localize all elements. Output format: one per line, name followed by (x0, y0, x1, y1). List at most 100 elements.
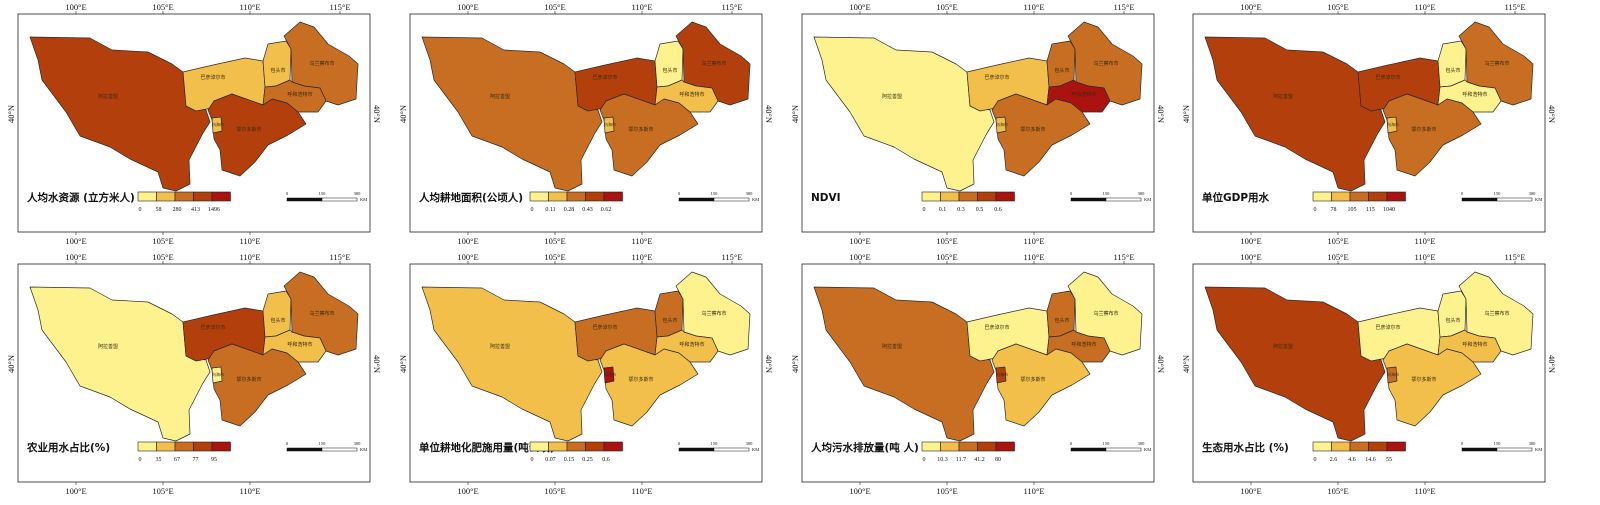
scale-bar-black (678, 197, 715, 202)
region-label-ordos: 鄂尔多斯市 (1411, 376, 1436, 383)
scale-bar-tick: 150 (1494, 191, 1502, 196)
region-label-hohhot: 呼和浩特市 (1462, 341, 1487, 348)
legend-swatch (977, 191, 997, 202)
longitude-label-top: 100°E (1240, 252, 1261, 262)
region-label-alashan: 阿拉善盟 (1273, 93, 1293, 100)
region-label-wulanchabu: 乌兰察布市 (1484, 60, 1509, 67)
legend-break-label: 0.11 (545, 207, 555, 213)
scale-bar-tick: 0 (286, 441, 289, 446)
legend-swatch (548, 441, 568, 452)
scale-bar-tick: 150 (319, 441, 327, 446)
scale-bar-tick: 0 (286, 191, 289, 196)
legend-swatch (548, 191, 568, 202)
longitude-label-top: 115°E (1504, 252, 1525, 262)
region-label-baotou: 包头市 (1445, 67, 1460, 74)
region-baotou (1437, 290, 1467, 338)
region-label-wuhai: 乌海市 (604, 371, 616, 377)
legend-break-label: 41.2 (974, 457, 985, 463)
legend-break-label: 0.1 (939, 207, 947, 213)
longitude-label-top: 105°E (1327, 252, 1348, 262)
region-label-wuhai: 乌海市 (212, 371, 224, 377)
region-label-baotou: 包头市 (270, 317, 285, 324)
legend-break-label: 0.43 (582, 207, 593, 213)
longitude-label-top: 100°E (457, 252, 478, 262)
longitude-label-top: 110°E (1023, 252, 1044, 262)
legend-swatch (137, 441, 157, 452)
longitude-label-bottom: 105°E (544, 486, 565, 496)
legend-swatch (1386, 191, 1406, 202)
map-svg: 100°E 105°E 110°E 115°E 100°E 105°E 110°E 40°N 4… (6, 2, 382, 246)
scale-bar-black (1070, 447, 1107, 452)
legend-swatch (193, 191, 213, 202)
region-label-hohhot: 呼和浩特市 (287, 341, 312, 348)
legend-break-label: 0 (1314, 457, 1317, 463)
longitude-label-top: 105°E (152, 252, 173, 262)
legend-swatch (921, 441, 941, 452)
longitude-label-top: 110°E (631, 252, 652, 262)
legend-swatch (995, 441, 1015, 452)
longitude-label-top: 110°E (631, 2, 652, 12)
legend-break-label: 0.6 (994, 207, 1002, 213)
legend-swatch (995, 191, 1015, 202)
longitude-label-bottom: 110°E (1023, 486, 1044, 496)
longitude-label-top: 110°E (1414, 2, 1435, 12)
legend-swatch (1349, 441, 1369, 452)
legend-swatch (156, 191, 176, 202)
map-panel-5: 100°E 105°E 110°E 115°E 100°E 105°E 110°E 40°N 4… (0, 250, 390, 505)
region-label-ordos: 鄂尔多斯市 (1411, 126, 1436, 133)
scale-bar-unit: KM (1144, 197, 1151, 202)
longitude-label-top: 110°E (239, 252, 260, 262)
legend-swatch (1331, 441, 1351, 452)
legend-swatch (174, 441, 194, 452)
legend-swatch (603, 191, 623, 202)
legend-break-label: 77 (193, 457, 199, 463)
longitude-label-bottom: 105°E (936, 486, 957, 496)
latitude-label-left: 40°N (398, 105, 408, 123)
longitude-label-top: 110°E (239, 2, 260, 12)
longitude-label-bottom: 110°E (1414, 236, 1435, 246)
region-label-wuhai: 乌海市 (996, 371, 1008, 377)
scale-bar-unit: KM (1535, 197, 1542, 202)
region-label-wulanchabu: 乌兰察布市 (701, 60, 726, 67)
region-label-hohhot: 呼和浩特市 (287, 91, 312, 98)
region-label-wulanchabu: 乌兰察布市 (1093, 310, 1118, 317)
region-label-wulanchabu: 乌兰察布市 (309, 60, 334, 67)
region-alashan (421, 36, 603, 192)
region-label-alashan: 阿拉善盟 (882, 343, 902, 350)
legend-break-label: 0.25 (582, 457, 593, 463)
legend-swatch (585, 191, 605, 202)
scale-bar-black (286, 197, 323, 202)
scale-bar-tick: 0 (678, 441, 681, 446)
map-title: 人均污水排放量(吨 人) (811, 441, 919, 454)
latitude-label-right: 40°N (1547, 105, 1557, 123)
latitude-label-left: 40°N (790, 105, 800, 123)
map-svg: 100°E 105°E 110°E 115°E 100°E 105°E 110°E 40°N 4… (1181, 2, 1557, 246)
map-panel-6: 100°E 105°E 110°E 115°E 100°E 105°E 110°E 40°N 4… (392, 250, 782, 505)
legend-break-label: 0 (139, 457, 142, 463)
legend-swatch (921, 191, 941, 202)
region-baotou (262, 40, 292, 88)
legend-break-label: 0.5 (976, 207, 984, 213)
legend-swatch (1349, 191, 1369, 202)
legend-break-label: 10.3 (937, 457, 948, 463)
legend-swatch (940, 441, 960, 452)
longitude-label-bottom: 100°E (457, 486, 478, 496)
legend-break-label: 0.28 (564, 207, 575, 213)
region-wuhai (1386, 116, 1398, 134)
region-label-ordos: 鄂尔多斯市 (1020, 126, 1045, 133)
legend-break-label: 0 (923, 457, 926, 463)
longitude-label-bottom: 100°E (849, 236, 870, 246)
scale-bar-tick: 150 (711, 191, 719, 196)
longitude-label-top: 105°E (936, 252, 957, 262)
scale-bar-black (1461, 447, 1498, 452)
region-label-ordos: 鄂尔多斯市 (628, 376, 653, 383)
region-label-hohhot: 呼和浩特市 (1071, 341, 1096, 348)
scale-bar-unit: KM (752, 197, 759, 202)
latitude-label-left: 40°N (6, 355, 16, 373)
legend-break-label: 14.6 (1365, 457, 1376, 463)
longitude-label-bottom: 105°E (1327, 236, 1348, 246)
longitude-label-bottom: 105°E (1327, 486, 1348, 496)
longitude-label-bottom: 110°E (1023, 236, 1044, 246)
legend-break-label: 115 (1366, 207, 1375, 213)
longitude-label-top: 115°E (721, 252, 742, 262)
